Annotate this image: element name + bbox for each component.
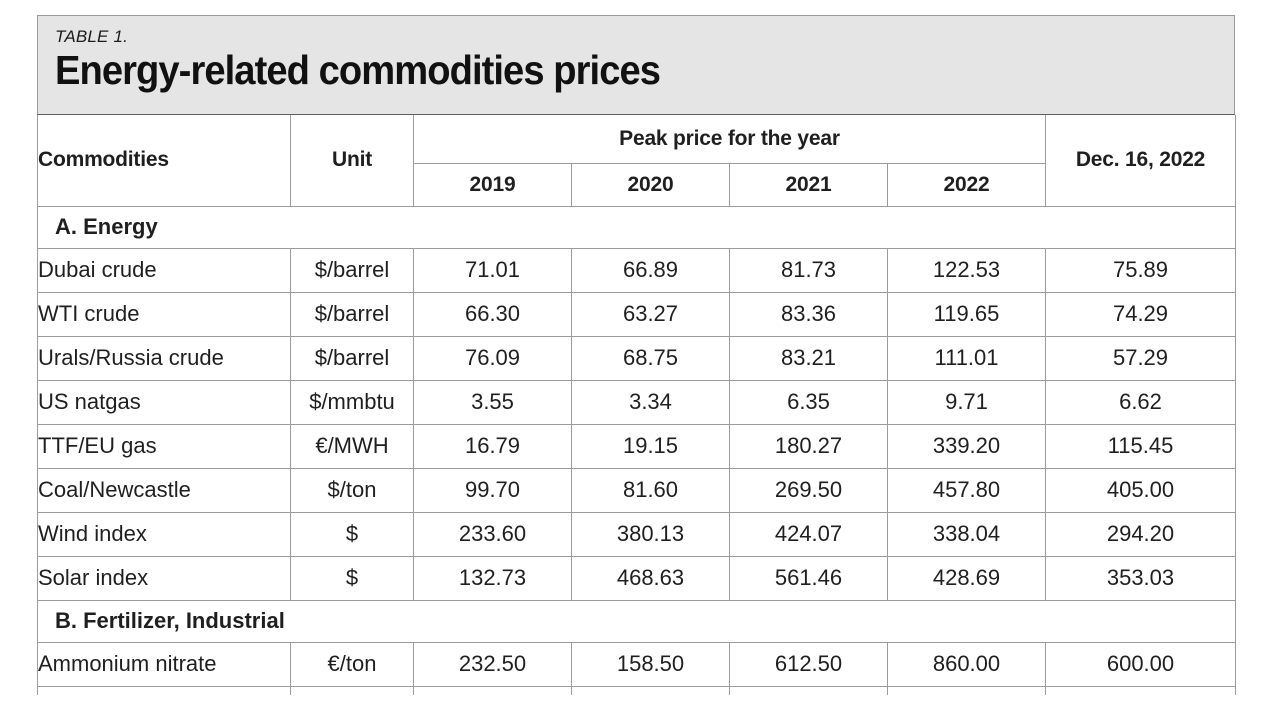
price-cell-2019: 232.50 xyxy=(413,641,572,687)
price-cell-2021: 180.27 xyxy=(729,423,888,469)
price-cell-2019: 71.01 xyxy=(413,247,572,293)
price-cell-2022: 119.65 xyxy=(887,291,1046,337)
table-row: Coal/Newcastle $/ton 99.70 81.60 269.50 … xyxy=(37,467,1236,513)
price-cell-latest: 75.89 xyxy=(1045,247,1236,293)
clipped-partial-row xyxy=(37,685,1236,695)
unit-cell: $/ton xyxy=(290,467,414,513)
price-cell-2019: 66.30 xyxy=(413,291,572,337)
table-row: WTI crude $/barrel 66.30 63.27 83.36 119… xyxy=(37,291,1236,337)
price-cell-2022: 428.69 xyxy=(887,555,1046,601)
price-cell-2021: 561.46 xyxy=(729,555,888,601)
commodities-table: Commodities Unit Peak price for the year… xyxy=(37,115,1236,695)
unit-cell: €/ton xyxy=(290,641,414,687)
table-row: Ammonium nitrate €/ton 232.50 158.50 612… xyxy=(37,641,1236,687)
table-title: Energy-related commodities prices xyxy=(55,46,661,93)
price-cell-2022: 457.80 xyxy=(887,467,1046,513)
column-header-peak-price-group: Peak price for the year xyxy=(413,115,1046,164)
price-cell-2022: 122.53 xyxy=(887,247,1046,293)
column-header-commodities: Commodities xyxy=(37,115,291,207)
price-cell-2020: 68.75 xyxy=(571,335,730,381)
price-cell-2020: 158.50 xyxy=(571,641,730,687)
header-row-groups: Commodities Unit Peak price for the year… xyxy=(37,115,1236,207)
commodity-name-cell: US natgas xyxy=(37,379,291,425)
price-cell-latest: 57.29 xyxy=(1045,335,1236,381)
price-cell-2021: 81.73 xyxy=(729,247,888,293)
price-cell-2019: 76.09 xyxy=(413,335,572,381)
price-cell-2022: 111.01 xyxy=(887,335,1046,381)
section-row-energy: A. Energy xyxy=(37,205,1236,249)
price-cell-2022: 860.00 xyxy=(887,641,1046,687)
table-row: TTF/EU gas €/MWH 16.79 19.15 180.27 339.… xyxy=(37,423,1236,469)
price-cell-2019: 132.73 xyxy=(413,555,572,601)
commodity-name-cell: Ammonium nitrate xyxy=(37,641,291,687)
section-label: B. Fertilizer, Industrial xyxy=(37,599,1236,643)
price-cell-2022: 338.04 xyxy=(887,511,1046,557)
unit-cell: $/barrel xyxy=(290,291,414,337)
price-cell-2021: 83.36 xyxy=(729,291,888,337)
table-row: Dubai crude $/barrel 71.01 66.89 81.73 1… xyxy=(37,247,1236,293)
column-header-latest-date: Dec. 16, 2022 xyxy=(1045,115,1236,207)
commodities-price-figure: TABLE 1. Energy-related commodities pric… xyxy=(37,15,1236,695)
column-header-year-2022: 2022 xyxy=(887,163,1046,207)
unit-cell: $/barrel xyxy=(290,247,414,293)
unit-cell: $ xyxy=(290,555,414,601)
commodity-name-cell: Solar index xyxy=(37,555,291,601)
price-cell-2021: 6.35 xyxy=(729,379,888,425)
price-cell-latest: 294.20 xyxy=(1045,511,1236,557)
table-row: Wind index $ 233.60 380.13 424.07 338.04… xyxy=(37,511,1236,557)
commodity-name-cell: TTF/EU gas xyxy=(37,423,291,469)
price-cell-2019: 233.60 xyxy=(413,511,572,557)
price-cell-2020: 468.63 xyxy=(571,555,730,601)
price-cell-2020: 81.60 xyxy=(571,467,730,513)
column-header-year-2020: 2020 xyxy=(571,163,730,207)
price-cell-latest: 353.03 xyxy=(1045,555,1236,601)
price-cell-2021: 612.50 xyxy=(729,641,888,687)
price-cell-latest: 600.00 xyxy=(1045,641,1236,687)
price-cell-2019: 16.79 xyxy=(413,423,572,469)
table-row: Solar index $ 132.73 468.63 561.46 428.6… xyxy=(37,555,1236,601)
title-band: TABLE 1. Energy-related commodities pric… xyxy=(37,15,1235,115)
price-cell-latest: 115.45 xyxy=(1045,423,1236,469)
table-row: Urals/Russia crude $/barrel 76.09 68.75 … xyxy=(37,335,1236,381)
table-row: US natgas $/mmbtu 3.55 3.34 6.35 9.71 6.… xyxy=(37,379,1236,425)
price-cell-2021: 424.07 xyxy=(729,511,888,557)
price-cell-2020: 3.34 xyxy=(571,379,730,425)
price-cell-2022: 339.20 xyxy=(887,423,1046,469)
unit-cell: $/barrel xyxy=(290,335,414,381)
unit-cell: €/MWH xyxy=(290,423,414,469)
price-cell-2021: 83.21 xyxy=(729,335,888,381)
section-row-fertilizer-industrial: B. Fertilizer, Industrial xyxy=(37,599,1236,643)
price-cell-2021: 269.50 xyxy=(729,467,888,513)
price-cell-2019: 99.70 xyxy=(413,467,572,513)
table-number-label: TABLE 1. xyxy=(55,27,129,46)
price-cell-latest: 405.00 xyxy=(1045,467,1236,513)
column-header-year-2019: 2019 xyxy=(413,163,572,207)
price-cell-latest: 74.29 xyxy=(1045,291,1236,337)
price-cell-2020: 63.27 xyxy=(571,291,730,337)
unit-cell: $/mmbtu xyxy=(290,379,414,425)
unit-cell: $ xyxy=(290,511,414,557)
column-header-year-2021: 2021 xyxy=(729,163,888,207)
price-cell-2019: 3.55 xyxy=(413,379,572,425)
commodity-name-cell: Urals/Russia crude xyxy=(37,335,291,381)
section-label: A. Energy xyxy=(37,205,1236,249)
price-cell-2020: 66.89 xyxy=(571,247,730,293)
price-cell-latest: 6.62 xyxy=(1045,379,1236,425)
price-cell-2020: 19.15 xyxy=(571,423,730,469)
commodity-name-cell: Wind index xyxy=(37,511,291,557)
column-header-unit: Unit xyxy=(290,115,414,207)
commodity-name-cell: Coal/Newcastle xyxy=(37,467,291,513)
commodity-name-cell: Dubai crude xyxy=(37,247,291,293)
commodity-name-cell: WTI crude xyxy=(37,291,291,337)
price-cell-2022: 9.71 xyxy=(887,379,1046,425)
price-cell-2020: 380.13 xyxy=(571,511,730,557)
